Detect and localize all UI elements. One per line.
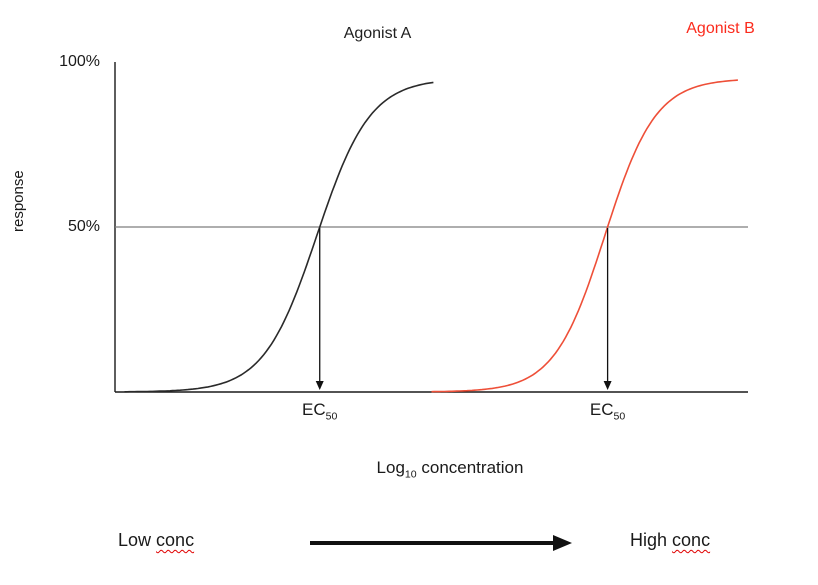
y-tick-50: 50% bbox=[67, 218, 100, 235]
y-tick-100: 100% bbox=[59, 53, 100, 70]
ec50-label-b: EC50 bbox=[590, 400, 625, 422]
curve-agonist-b bbox=[431, 79, 738, 393]
ec50-subscript: 50 bbox=[325, 410, 338, 423]
ec50-label-a: EC50 bbox=[302, 400, 337, 422]
low-conc-flagged-word: conc bbox=[156, 530, 195, 550]
ec50-prefix: EC bbox=[589, 400, 614, 419]
ec50-arrowhead-1 bbox=[603, 381, 612, 390]
ec50-arrowhead-0 bbox=[315, 381, 324, 390]
series-b-title: Agonist B bbox=[686, 20, 755, 37]
ec50-subscript: 50 bbox=[613, 410, 626, 423]
x-axis-title-suffix: concentration bbox=[416, 458, 524, 477]
y-axis-title: response bbox=[10, 170, 27, 232]
high-conc-word: High bbox=[630, 530, 668, 550]
high-conc-flagged-word: conc bbox=[672, 530, 711, 550]
x-axis-title-subscript: 10 bbox=[404, 468, 417, 481]
ec50-prefix: EC bbox=[302, 400, 326, 419]
low-conc-word: Low bbox=[118, 530, 152, 550]
low-conc-label: Low conc bbox=[118, 530, 194, 551]
series-a-title: Agonist A bbox=[343, 25, 412, 42]
x-axis-title-prefix: Log bbox=[376, 458, 405, 477]
high-conc-label: High conc bbox=[630, 530, 710, 551]
curve-agonist-a bbox=[124, 81, 434, 393]
x-axis-title: Log10 concentration bbox=[300, 458, 600, 480]
low-to-high-arrow bbox=[310, 535, 572, 551]
